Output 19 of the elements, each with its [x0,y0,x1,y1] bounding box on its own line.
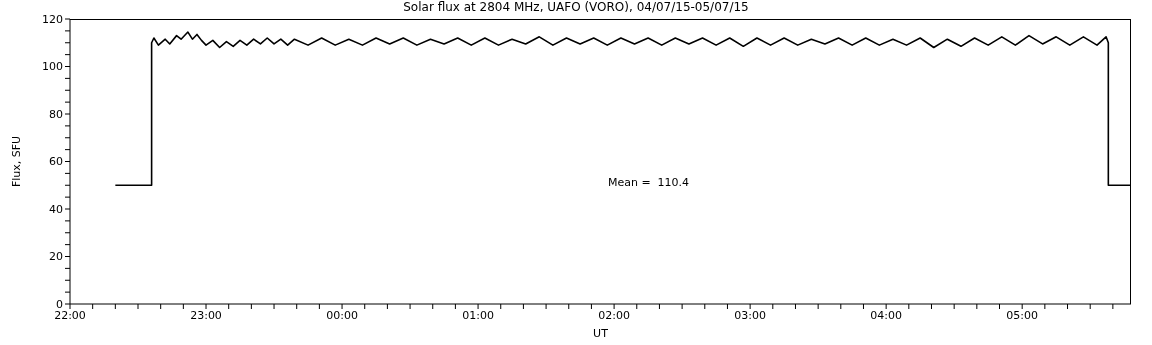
x-tick-label: 03:00 [734,308,766,322]
y-tick-label: 80 [49,107,63,121]
x-tick-label: 04:00 [870,308,903,322]
chart-title: Solar flux at 2804 MHz, UAFO (VORO), 04/07/15-05/07/15 [402,0,750,14]
x-axis-title: UT [593,327,609,340]
x-tick-label: 23:00 [190,308,222,322]
y-axis-title: Flux, SFU [9,135,23,188]
annotation: Mean = 110.4 [607,175,690,189]
y-tick-label: 120 [42,12,63,26]
y-tick-label: 100 [42,60,63,74]
y-tick-label: 20 [49,250,63,264]
y-tick-label: 60 [49,155,63,169]
y-tick-label: 0 [56,297,63,311]
x-tick-label: 22:00 [54,308,86,322]
y-tick-label: 40 [49,202,63,216]
x-tick-label: 05:00 [1006,308,1039,322]
x-tick-label: 00:00 [326,308,358,322]
x-tick-label: 01:00 [462,308,494,322]
x-tick-label: 02:00 [598,308,630,322]
